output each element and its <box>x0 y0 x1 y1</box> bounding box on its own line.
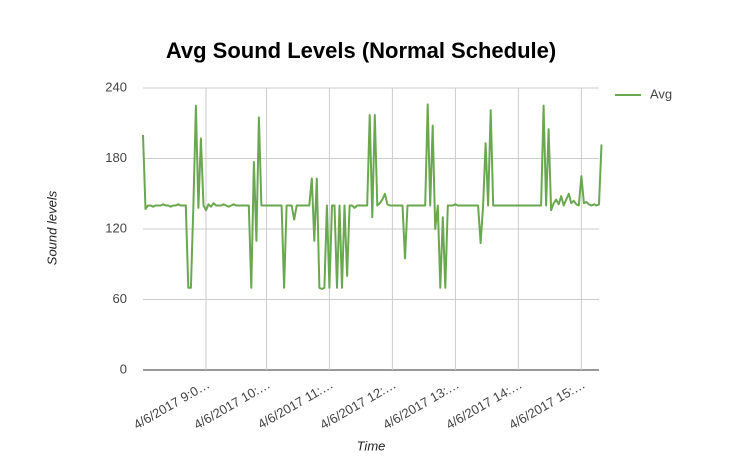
chart-title: Avg Sound Levels (Normal Schedule) <box>166 38 556 63</box>
y-tick-label: 180 <box>105 150 127 165</box>
legend-label: Avg <box>650 86 672 101</box>
y-axis-title: Sound levels <box>44 190 59 265</box>
data-line <box>142 103 603 290</box>
y-tick-label: 240 <box>105 79 127 94</box>
x-axis-title: Time <box>357 438 386 453</box>
y-tick-label: 0 <box>120 361 127 376</box>
y-tick-label: 60 <box>113 291 127 306</box>
y-tick-label: 120 <box>105 220 127 235</box>
